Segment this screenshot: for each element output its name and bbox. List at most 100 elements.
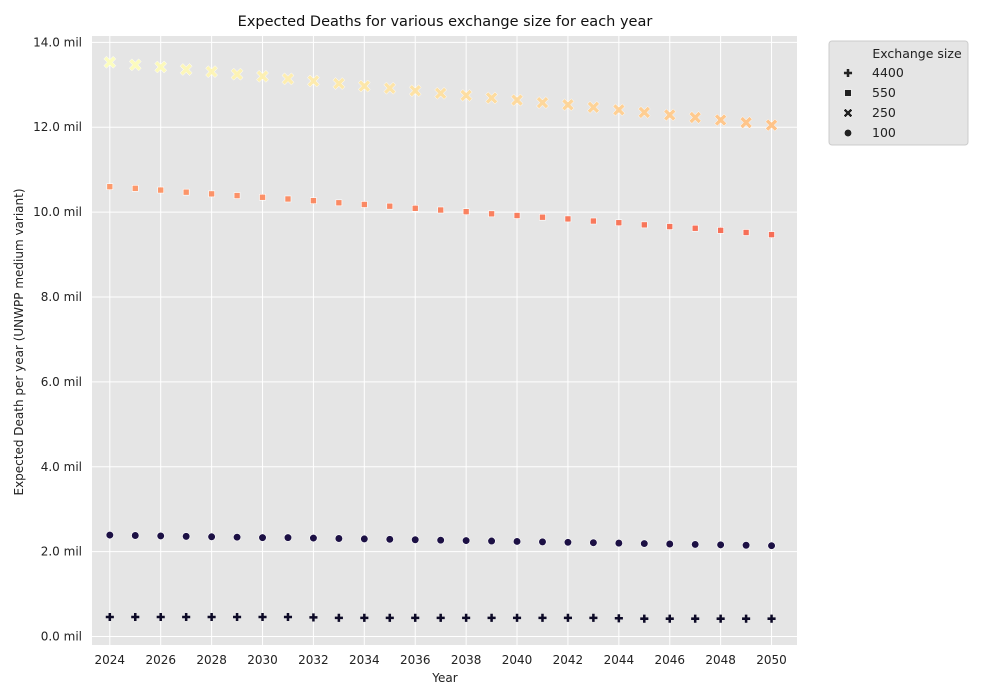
data-point <box>307 74 320 88</box>
data-point <box>256 69 269 83</box>
data-point <box>411 535 420 544</box>
data-point <box>207 532 216 541</box>
y-tick-label: 14.0 mil <box>33 35 82 49</box>
data-point <box>563 538 573 547</box>
legend-item: 100 <box>843 125 896 140</box>
data-point <box>462 613 471 622</box>
data-point <box>637 106 651 119</box>
data-point <box>182 612 191 622</box>
x-tick-label: 2044 <box>604 653 635 667</box>
x-axis-label: Year <box>431 671 457 685</box>
data-point <box>612 103 626 117</box>
legend-marker-square <box>844 89 852 97</box>
legend-marker-circle <box>843 128 853 138</box>
data-point <box>105 531 114 540</box>
data-point <box>640 614 649 623</box>
data-point <box>156 612 165 622</box>
y-tick-label: 12.0 mil <box>33 120 82 134</box>
data-point <box>768 231 775 238</box>
legend-item: 4400 <box>843 65 904 80</box>
data-point <box>357 79 371 93</box>
legend-label: 100 <box>872 125 896 140</box>
data-point <box>716 540 725 549</box>
data-point <box>767 541 776 550</box>
data-point <box>487 613 496 622</box>
series-4400 <box>105 612 776 623</box>
data-point <box>207 612 216 622</box>
legend-marker-plus <box>843 68 853 78</box>
data-point <box>258 533 267 542</box>
y-tick-label: 6.0 mil <box>41 375 82 389</box>
data-point <box>233 192 241 199</box>
x-tick-labels: 2024 2026 2028 2030 2032 2034 2036 2038 2040 2042… <box>95 653 787 667</box>
data-point <box>666 223 674 230</box>
series-250 <box>103 55 778 132</box>
x-tick-label: 2042 <box>553 653 584 667</box>
x-tick-label: 2040 <box>502 653 533 667</box>
x-tick-label: 2048 <box>705 653 736 667</box>
data-point <box>717 227 724 234</box>
data-point <box>437 206 444 214</box>
data-point <box>208 190 215 198</box>
data-point <box>434 86 448 100</box>
series-100 <box>105 531 776 550</box>
legend-frame <box>828 40 969 146</box>
x-tick-label: 2032 <box>298 653 329 667</box>
data-point <box>411 205 419 212</box>
data-point <box>131 531 140 540</box>
data-point <box>258 612 267 622</box>
legend-label: 550 <box>872 85 896 100</box>
data-point <box>615 219 623 227</box>
data-point <box>179 63 193 76</box>
data-point <box>663 108 677 122</box>
data-point <box>510 93 524 107</box>
x-tick-label: 2028 <box>196 653 227 667</box>
data-point <box>512 613 522 622</box>
legend: Exchange size 4400 550 250 100 <box>828 40 969 146</box>
y-tick-labels: 0.0 mil 2.0 mil 4.0 mil 6.0 mil 8.0 mil 10.0 … <box>33 35 82 643</box>
y-tick-label: 4.0 mil <box>41 460 82 474</box>
data-point <box>332 77 346 90</box>
data-point <box>462 536 471 545</box>
y-tick-label: 2.0 mil <box>41 545 82 559</box>
x-tick-label: 2026 <box>145 653 176 667</box>
data-point <box>590 217 597 225</box>
data-point <box>385 613 394 622</box>
legend-label: 4400 <box>872 65 904 80</box>
data-point <box>487 536 496 546</box>
legend-item: 250 <box>843 105 896 120</box>
data-point <box>513 212 521 219</box>
data-point <box>131 185 139 192</box>
data-point <box>361 201 368 208</box>
data-point <box>105 612 114 622</box>
data-point <box>563 613 572 622</box>
series-550 <box>106 183 775 238</box>
data-point <box>587 100 600 114</box>
data-point <box>259 193 266 201</box>
data-point <box>157 186 165 194</box>
data-point <box>436 613 445 622</box>
legend-item: 550 <box>844 85 896 100</box>
data-point <box>411 613 420 622</box>
data-point <box>128 58 142 72</box>
data-point <box>640 539 649 548</box>
data-point <box>281 72 295 86</box>
data-point <box>691 614 700 623</box>
data-point <box>103 55 117 69</box>
data-point <box>589 538 598 547</box>
data-point <box>691 224 699 232</box>
data-point <box>385 535 394 544</box>
data-point <box>665 614 674 623</box>
data-point <box>614 539 623 548</box>
data-point <box>334 613 343 622</box>
data-point <box>335 199 343 207</box>
data-point <box>742 614 751 623</box>
data-point <box>205 65 218 79</box>
x-tick-label: 2030 <box>247 653 278 667</box>
x-tick-label: 2038 <box>451 653 482 667</box>
data-point <box>360 534 369 543</box>
data-point <box>233 612 242 622</box>
data-point <box>589 613 598 622</box>
